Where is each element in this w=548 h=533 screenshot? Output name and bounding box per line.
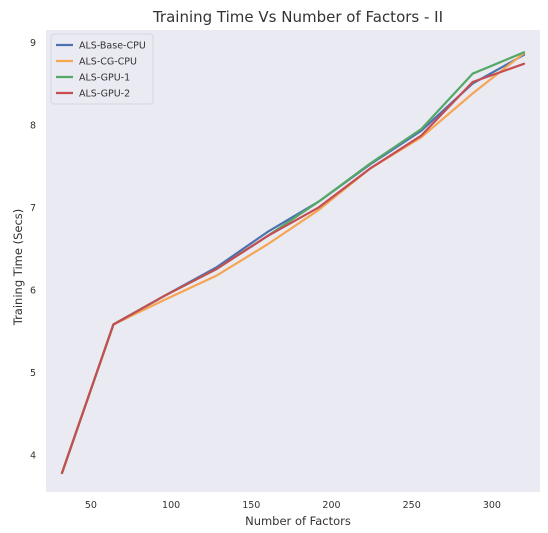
legend-box [50,33,154,105]
series-line [60,51,526,475]
x-tick-label: 250 [403,500,421,511]
legend-label: ALS-Base-CPU [79,41,146,52]
x-tick-label: 100 [162,500,180,511]
legend: ALS-Base-CPU ALS-CG-CPU ALS-GPU-1 ALS-GPU-2 [50,33,154,105]
series-lines [60,51,526,475]
x-tick-label: 150 [242,500,260,511]
x-axis-label: Number of Factors [245,514,351,528]
legend-label: ALS-GPU-1 [79,73,130,84]
y-tick-label: 9 [30,38,36,49]
y-tick-label: 4 [30,450,36,461]
series-line [60,62,526,475]
legend-label: ALS-CG-CPU [79,57,137,68]
y-tick-label: 7 [30,203,36,214]
legend-label: ALS-GPU-2 [79,89,130,100]
chart-title: Training Time Vs Number of Factors - II [152,8,443,26]
y-tick-label: 5 [30,368,36,379]
y-tick-label: 6 [30,285,36,296]
x-axis: 50 100 150 200 250 300 [85,500,501,511]
x-tick-label: 200 [322,500,340,511]
y-axis: 4 5 6 7 8 9 [30,38,36,462]
x-tick-label: 300 [483,500,501,511]
y-tick-label: 8 [30,120,36,131]
y-axis-label: Training Time (Secs) [11,209,25,327]
x-tick-label: 50 [85,500,97,511]
